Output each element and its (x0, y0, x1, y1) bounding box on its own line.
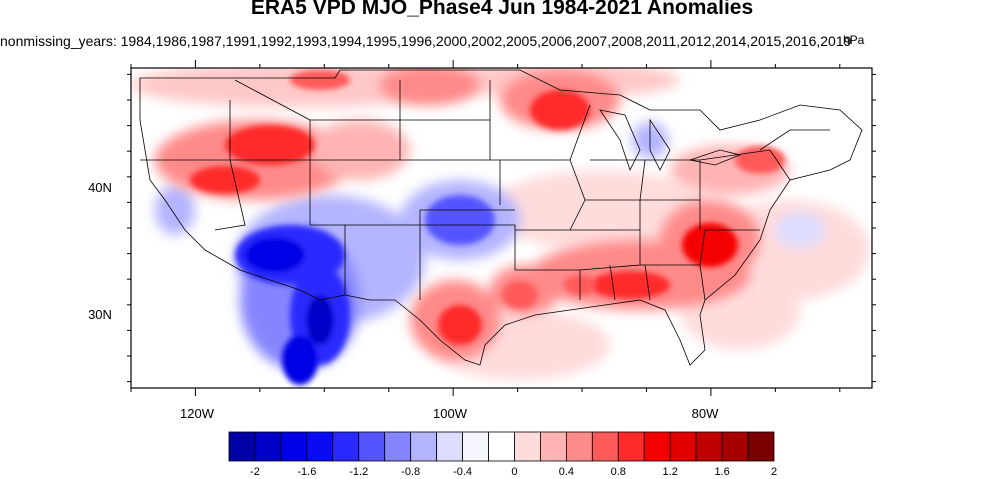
colorbar-swatch (358, 431, 386, 462)
colorbar-swatch (228, 431, 256, 462)
anomaly-region (380, 68, 480, 105)
anomaly-region (290, 70, 350, 90)
colorbar-swatch (721, 431, 749, 462)
colorbar-swatch (332, 431, 360, 462)
colorbar-swatch (488, 431, 515, 462)
axis-ticks (127, 60, 876, 396)
lat-label-40n: 40N (88, 180, 112, 195)
colorbar-label: 0 (511, 466, 517, 478)
colorbar-label: 2 (771, 466, 777, 478)
anomaly-region (590, 271, 670, 299)
anomaly-region (310, 120, 410, 180)
anomaly-region (735, 146, 785, 174)
colorbar-swatch (514, 431, 541, 462)
colorbar: -2 -1.6 -1.2 -0.8 -0.4 0 0.4 0.8 1.2 1.6 2 (228, 431, 777, 478)
colorbar-label: 0.4 (559, 466, 574, 478)
colorbar-swatch (410, 431, 438, 462)
lon-label-80w: 80W (692, 406, 719, 421)
anomaly-region (775, 212, 825, 248)
colorbar-label: -0.8 (401, 466, 420, 478)
colorbar-swatch (747, 431, 775, 462)
anomaly-region (282, 335, 318, 385)
anomaly-region (190, 166, 260, 194)
colorbar-swatch (617, 431, 645, 462)
anomaly-region (245, 237, 305, 273)
colorbar-swatch (540, 431, 567, 462)
anomaly-region (438, 305, 482, 345)
lon-label-100w: 100W (433, 406, 468, 421)
lon-label-120w: 120W (180, 406, 215, 421)
colorbar-label: 1.2 (663, 466, 678, 478)
map-title: ERA5 VPD MJO_Phase4 Jun 1984-2021 Anomal… (250, 0, 754, 19)
colorbar-swatch (306, 431, 334, 462)
colorbar-label: -0.4 (453, 466, 472, 478)
anomaly-region (682, 223, 738, 267)
colorbar-label: -1.2 (349, 466, 368, 478)
colorbar-swatch (643, 431, 671, 462)
colorbar-label: -2 (250, 466, 260, 478)
colorbar-swatch (669, 431, 697, 462)
colorbar-swatch (462, 431, 489, 462)
anomaly-region (425, 195, 495, 245)
units-label: hPa (843, 33, 865, 47)
colorbar-swatch (436, 431, 463, 462)
colorbar-swatch (384, 431, 412, 462)
nonmissing-years-subtitle: nonmissing_years: 1984,1986,1987,1991,19… (0, 33, 852, 49)
anomaly-region (155, 185, 195, 235)
anomaly-region (530, 90, 590, 130)
colorbar-label: 1.6 (714, 466, 729, 478)
colorbar-swatch (591, 431, 619, 462)
colorbar-swatch (254, 431, 282, 462)
colorbar-label: -1.6 (297, 466, 316, 478)
anomaly-region (502, 281, 538, 309)
colorbar-swatch (280, 431, 308, 462)
colorbar-label: 0.8 (611, 466, 626, 478)
anomaly-region (306, 295, 334, 345)
colorbar-swatch (695, 431, 723, 462)
lat-label-30n: 30N (88, 307, 112, 322)
anomaly-region (225, 125, 315, 165)
state-boundaries (139, 69, 863, 366)
colorbar-swatch (565, 431, 593, 462)
